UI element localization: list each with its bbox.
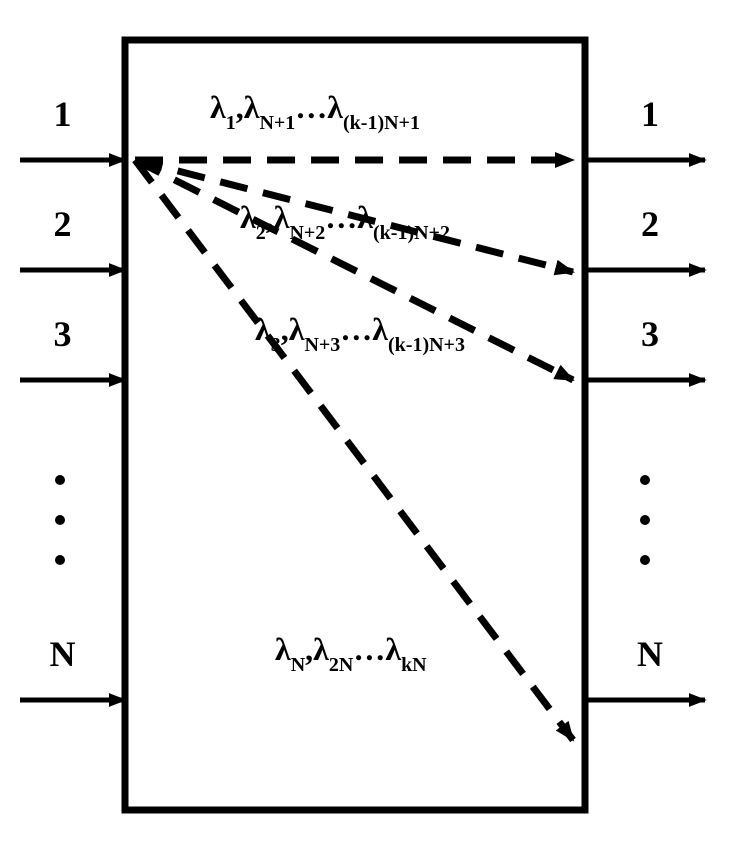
left-port-label-1: 1 — [54, 94, 72, 134]
right-vdots-dot-0 — [640, 475, 650, 485]
diagram-canvas: 1 2 3 N 1 2 3 Nλ1,λN+1…λ(k-1)N+1 λ2,λN+2…λ(k-1)N… — [0, 0, 743, 857]
right-vdots-dot-1 — [640, 515, 650, 525]
lambda-row-1: λ1,λN+1…λ(k-1)N+1 — [210, 89, 420, 134]
left-port-label-N: N — [50, 634, 76, 674]
lambda-row-3: λ3,λN+3…λ(k-1)N+3 — [255, 311, 465, 356]
fan-line-3 — [135, 160, 573, 380]
right-port-label-3: 3 — [641, 314, 659, 354]
left-port-label-2: 2 — [54, 204, 72, 244]
right-port-label-N: N — [637, 634, 663, 674]
right-port-label-1: 1 — [641, 94, 659, 134]
lambda-row-4: λN,λ2N…λkN — [275, 631, 427, 676]
right-vdots-dot-2 — [640, 555, 650, 565]
left-port-label-3: 3 — [54, 314, 72, 354]
lambda-row-2: λ2,λN+2…λ(k-1)N+2 — [240, 199, 450, 244]
left-vdots-dot-2 — [55, 555, 65, 565]
right-port-label-2: 2 — [641, 204, 659, 244]
router-box — [125, 40, 585, 810]
left-vdots-dot-0 — [55, 475, 65, 485]
left-vdots-dot-1 — [55, 515, 65, 525]
